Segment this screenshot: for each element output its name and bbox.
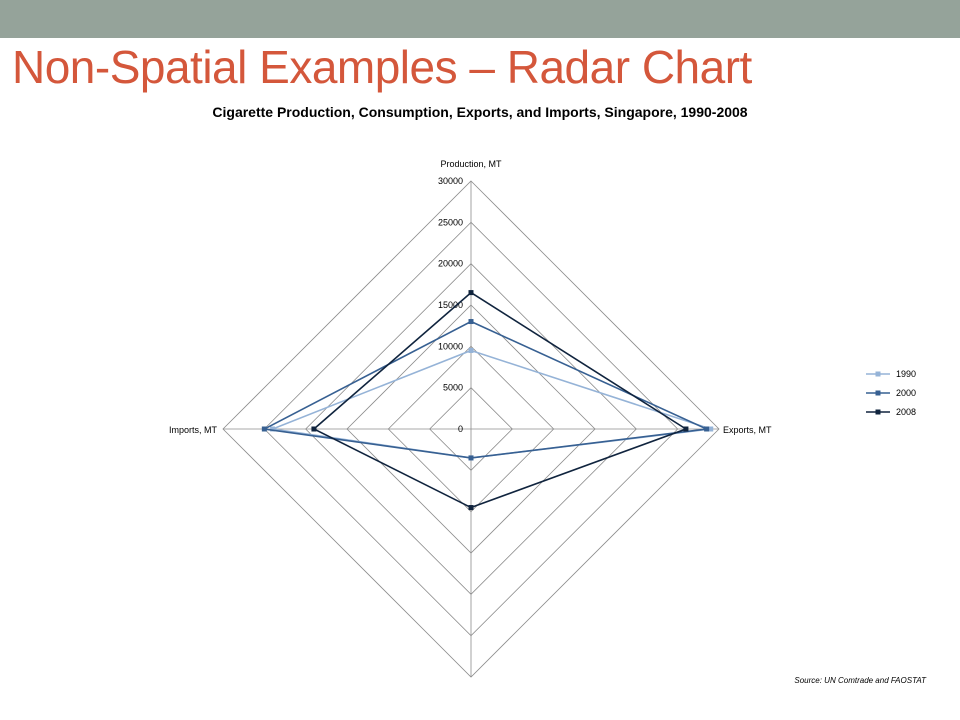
radar-grid (222, 180, 720, 678)
data-point (468, 347, 474, 353)
tick-label: 20000 (438, 259, 463, 269)
series-2008 (311, 290, 689, 511)
legend-swatch-marker (875, 409, 881, 415)
tick-label: 5000 (443, 383, 463, 393)
top-bar (0, 0, 960, 38)
data-point (468, 290, 474, 296)
legend-item-2008: 2008 (866, 407, 916, 417)
axis-label: Exports, MT (723, 425, 772, 435)
tick-label: 30000 (438, 176, 463, 186)
legend-label: 2008 (896, 407, 916, 417)
tick-label: 15000 (438, 300, 463, 310)
legend-label: 2000 (896, 388, 916, 398)
data-point (270, 426, 276, 432)
data-point (311, 426, 317, 432)
legend-item-2000: 2000 (866, 388, 916, 398)
series-layer (261, 290, 714, 511)
chart-title: Cigarette Production, Consumption, Expor… (212, 104, 748, 120)
axis-label: Production, MT (440, 159, 502, 169)
tick-label: 0 (458, 424, 463, 434)
legend-label: 1990 (896, 369, 916, 379)
data-point (468, 319, 474, 325)
data-point (683, 426, 689, 432)
slide-title: Non-Spatial Examples – Radar Chart (12, 41, 752, 93)
data-point (708, 426, 714, 432)
tick-label: 25000 (438, 217, 463, 227)
legend-swatch-marker (875, 390, 881, 396)
legend-swatch-marker (875, 371, 881, 377)
tick-labels: 0 5000 10000 15000 20000 25000 30000 (438, 176, 463, 434)
source-note: Source: UN Comtrade and FAOSTAT (794, 676, 926, 685)
series-2000 (261, 319, 710, 461)
data-point (261, 426, 267, 432)
series-line (312, 291, 688, 509)
tick-label: 10000 (438, 341, 463, 351)
data-point (704, 426, 710, 432)
data-point (468, 505, 474, 511)
axis-label: Imports, MT (169, 425, 218, 435)
data-point (468, 455, 474, 461)
legend-item-1990: 1990 (866, 369, 916, 379)
legend: 1990 2000 2008 (866, 369, 916, 417)
axis-labels: Production, MT Exports, MT Imports, MT (169, 159, 772, 435)
